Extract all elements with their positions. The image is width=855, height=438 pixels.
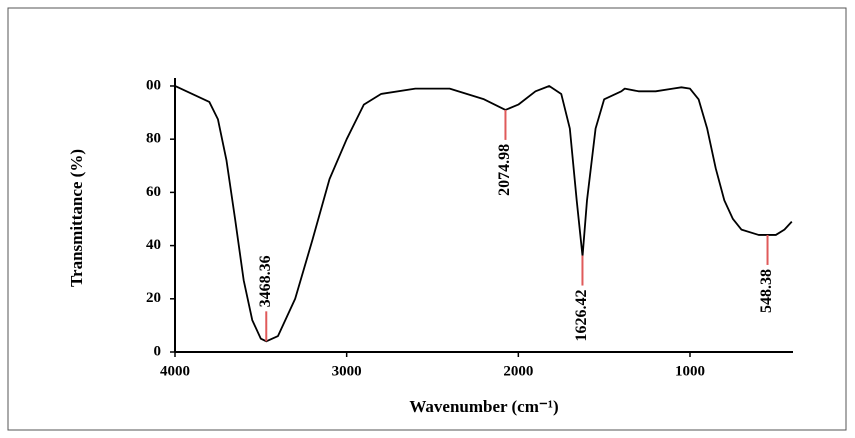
peak-label: 1626.42 [573,290,590,342]
y-tick-label: 20 [146,290,161,306]
peak-label: 548.38 [758,269,775,313]
peak-label: 2074.98 [496,144,513,196]
y-tick-label: 0 [154,343,162,359]
y-tick-label: 00 [146,77,161,93]
y-axis-label: Transmittance (%) [67,149,86,287]
y-tick-label: 40 [146,237,161,253]
spectrum-line [174,85,793,343]
x-tick-label: 1000 [675,363,705,379]
y-tick-label: 80 [146,131,161,147]
peak-label: 3468.36 [257,255,274,307]
y-tick-label: 60 [146,184,161,200]
frame [7,7,847,431]
x-tick-label: 4000 [160,363,190,379]
x-tick-label: 3000 [332,363,362,379]
x-axis-label: Wavenumber (cm⁻¹) [409,397,558,416]
x-tick-label: 2000 [503,363,533,379]
